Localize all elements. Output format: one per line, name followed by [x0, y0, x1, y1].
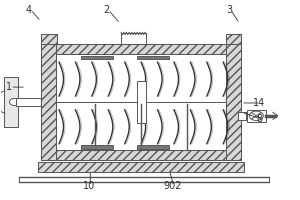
Text: 8: 8: [256, 114, 262, 124]
Bar: [56, 54, 226, 150]
Bar: [81, 56, 113, 59]
Bar: [41, 150, 241, 160]
Bar: [136, 56, 169, 59]
Bar: [238, 112, 246, 120]
Bar: [226, 34, 241, 44]
Bar: [38, 162, 244, 172]
Text: 902: 902: [163, 181, 182, 191]
Text: 3: 3: [226, 5, 232, 15]
Text: 10: 10: [83, 181, 95, 191]
Bar: [247, 110, 266, 122]
Bar: [41, 44, 56, 160]
Text: 2: 2: [103, 5, 110, 15]
Bar: [121, 33, 146, 44]
Text: 1: 1: [6, 82, 12, 92]
Circle shape: [10, 98, 20, 106]
Bar: [41, 34, 56, 44]
Bar: [81, 145, 113, 149]
Bar: [226, 44, 241, 160]
Bar: [136, 145, 169, 149]
Bar: [4, 77, 18, 127]
Bar: [41, 44, 241, 54]
Text: 4: 4: [26, 5, 32, 15]
Bar: [16, 98, 41, 106]
Bar: [136, 81, 146, 123]
Text: 14: 14: [253, 98, 265, 108]
